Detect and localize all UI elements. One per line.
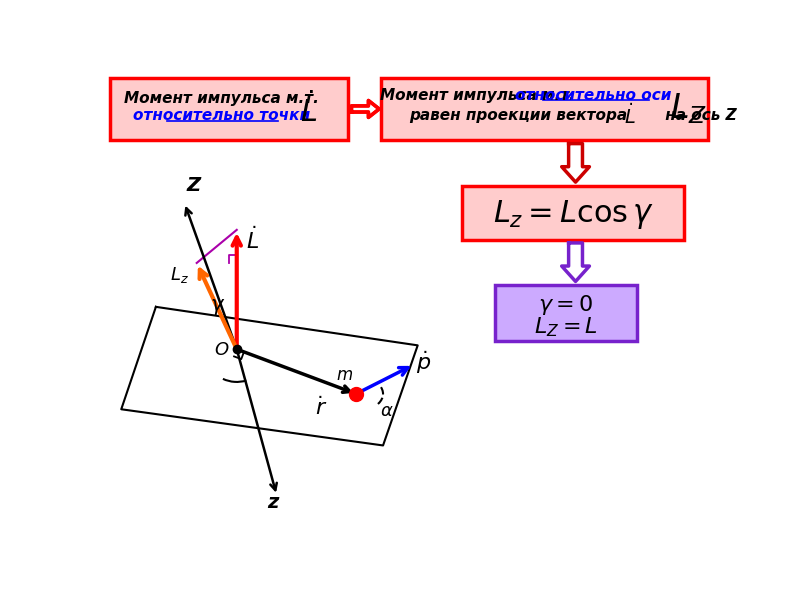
Text: равен проекции вектора: равен проекции вектора xyxy=(409,109,627,124)
Text: $\dot{L}$: $\dot{L}$ xyxy=(300,92,317,128)
Text: Z: Z xyxy=(186,176,201,194)
Text: относительно точки: относительно точки xyxy=(133,109,310,124)
Text: $\dot{L}$: $\dot{L}$ xyxy=(246,226,258,253)
Text: $\gamma$: $\gamma$ xyxy=(210,297,225,317)
Polygon shape xyxy=(562,143,590,182)
Text: Момент импульса м.т.: Момент импульса м.т. xyxy=(124,91,318,106)
FancyBboxPatch shape xyxy=(381,78,708,140)
Text: $L_Z$: $L_Z$ xyxy=(670,92,707,127)
Text: $\gamma = 0$: $\gamma = 0$ xyxy=(538,293,593,317)
FancyBboxPatch shape xyxy=(110,78,349,140)
Text: относительно оси: относительно оси xyxy=(515,88,671,103)
FancyBboxPatch shape xyxy=(494,285,637,341)
Text: O: O xyxy=(214,341,229,359)
Text: $\dot{L}$: $\dot{L}$ xyxy=(624,104,636,128)
FancyBboxPatch shape xyxy=(462,186,684,240)
Text: на ось Z: на ось Z xyxy=(660,109,737,124)
Text: $L_Z = L$: $L_Z = L$ xyxy=(534,316,598,340)
Text: $\dot{p}$: $\dot{p}$ xyxy=(415,349,430,376)
Text: $\alpha$: $\alpha$ xyxy=(380,402,394,420)
Polygon shape xyxy=(562,243,590,281)
Text: m: m xyxy=(337,366,353,384)
Text: z: z xyxy=(267,493,279,512)
Text: Момент импульса м.т.: Момент импульса м.т. xyxy=(380,88,575,103)
Text: $L_z$: $L_z$ xyxy=(170,265,190,284)
Text: $L_z = L\cos\gamma$: $L_z = L\cos\gamma$ xyxy=(493,198,654,231)
Polygon shape xyxy=(351,100,379,118)
Text: $\dot{r}$: $\dot{r}$ xyxy=(315,396,327,419)
